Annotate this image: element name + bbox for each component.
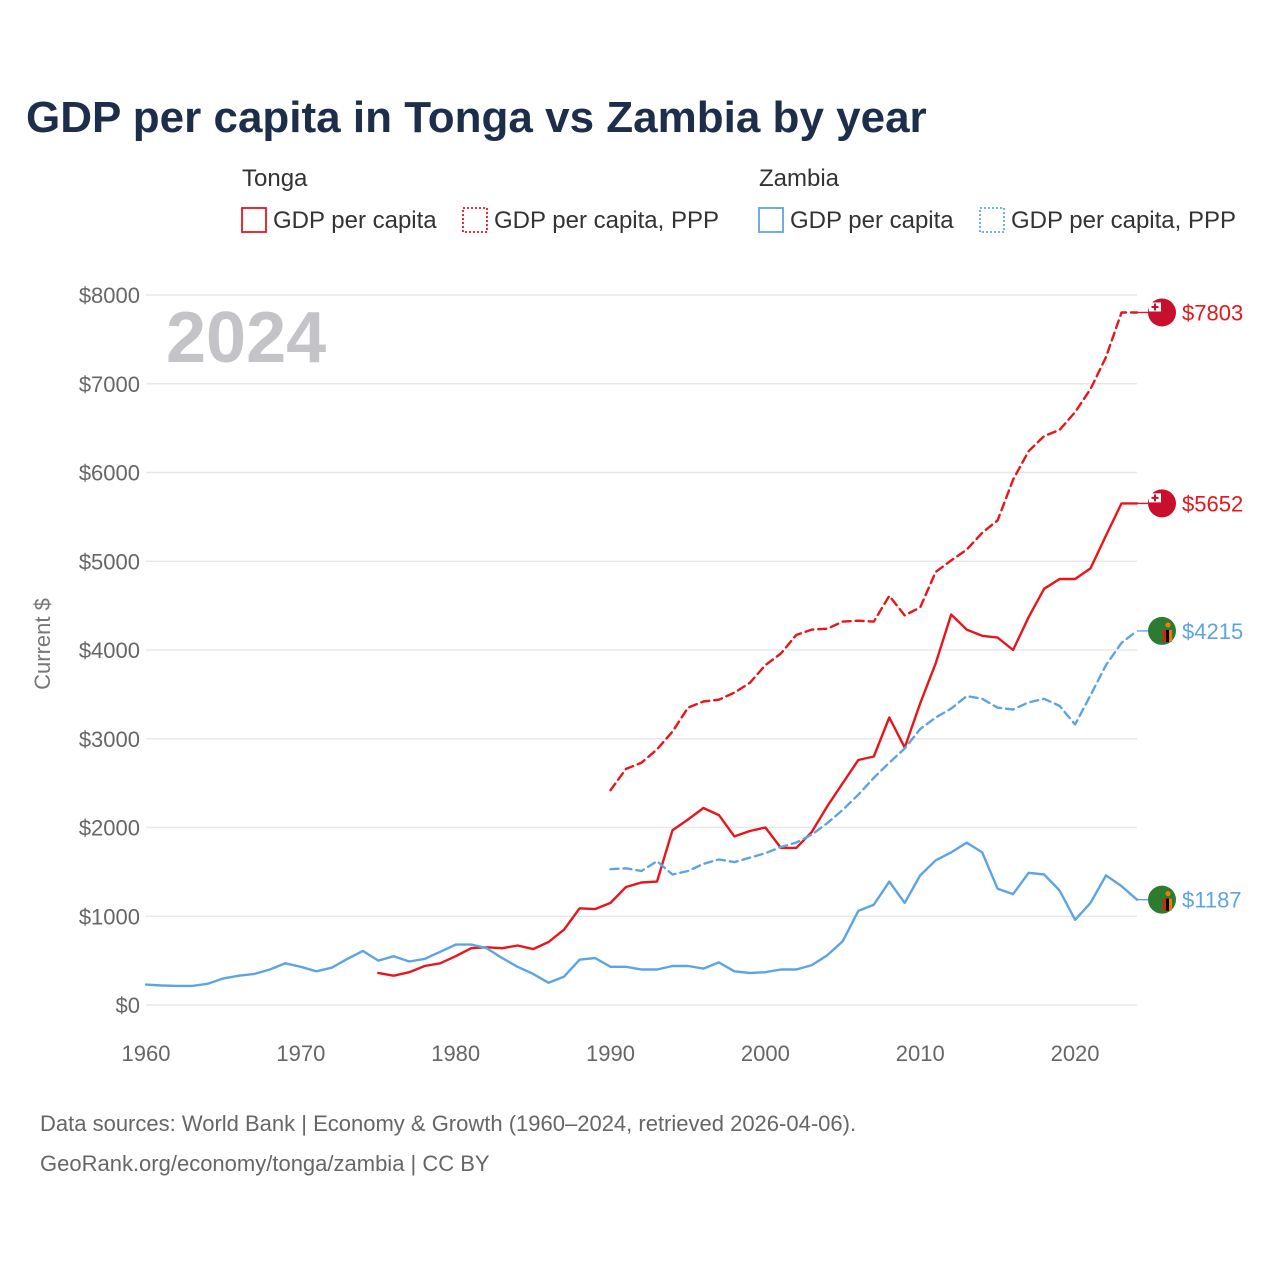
credit-link[interactable]: GeoRank.org/economy/tonga/zambia | CC BY [40, 1151, 490, 1176]
legend-label[interactable]: GDP per capita, PPP [1011, 207, 1236, 234]
legend-group-tonga: Tonga [242, 165, 308, 192]
grid [146, 294, 1137, 1006]
legend-swatch[interactable] [241, 207, 267, 233]
x-tick-label: 2000 [741, 1041, 790, 1066]
x-tick-label: 1960 [122, 1041, 171, 1066]
series-line-tonga-gdp-per-capita-ppp [609, 311, 1139, 792]
end-label-tonga-gdp-per-capita-ppp: $7803 [1182, 300, 1243, 325]
y-tick-label: $3000 [79, 727, 140, 752]
y-tick-label: $4000 [79, 638, 140, 663]
y-tick-label: $2000 [79, 816, 140, 841]
legend-group-zambia: Zambia [759, 165, 840, 192]
legend-label[interactable]: GDP per capita, PPP [494, 207, 719, 234]
legend-label[interactable]: GDP per capita [790, 207, 954, 234]
legend-swatch[interactable] [979, 207, 1005, 233]
end-label-zambia-gdp-per-capita: $1187 [1182, 888, 1242, 913]
end-label-tonga-gdp-per-capita: $5652 [1182, 491, 1243, 516]
year-watermark: 2024 [166, 298, 326, 378]
y-tick-label: $8000 [79, 283, 140, 308]
legend-swatch[interactable] [758, 207, 784, 233]
x-tick-label: 1970 [276, 1041, 325, 1066]
y-tick-label: $6000 [79, 461, 140, 486]
x-tick-label: 2020 [1051, 1041, 1100, 1066]
chart-title: GDP per capita in Tonga vs Zambia by yea… [26, 93, 927, 142]
y-axis-ticks: $0 $1000 $2000 $3000 $4000 $5000 $6000 $7000 $80… [79, 283, 140, 1018]
tonga-flag-icon [1148, 298, 1176, 327]
legend: Tonga GDP per capita GDP per capita, PPP Za… [241, 165, 1236, 234]
y-tick-label: $5000 [79, 549, 140, 574]
legend-label[interactable]: GDP per capita [273, 207, 437, 234]
series-line-tonga-gdp-per-capita [377, 502, 1139, 977]
y-tick-label: $7000 [79, 372, 140, 397]
tonga-flag-icon [1148, 489, 1176, 518]
y-tick-label: $1000 [79, 904, 140, 929]
series-line-zambia-gdp-per-capita-ppp [609, 629, 1139, 876]
x-axis-ticks: 1960 1970 1980 1990 2000 2010 2020 [122, 1041, 1100, 1066]
y-axis-title: Current $ [30, 598, 55, 690]
x-tick-label: 1990 [586, 1041, 635, 1066]
zambia-flag-icon [1148, 885, 1176, 914]
data-sources: Data sources: World Bank | Economy & Gro… [40, 1111, 856, 1136]
y-tick-label: $0 [116, 993, 140, 1018]
end-labels: $5652 $7803 $1187 $4215 [1137, 298, 1243, 914]
series-lines [144, 311, 1139, 988]
x-tick-label: 2010 [896, 1041, 945, 1066]
series-line-zambia-gdp-per-capita [144, 841, 1139, 988]
legend-swatch[interactable] [462, 207, 488, 233]
x-tick-label: 1980 [431, 1041, 480, 1066]
end-label-zambia-gdp-per-capita-ppp: $4215 [1182, 619, 1243, 644]
zambia-flag-icon [1148, 616, 1176, 645]
